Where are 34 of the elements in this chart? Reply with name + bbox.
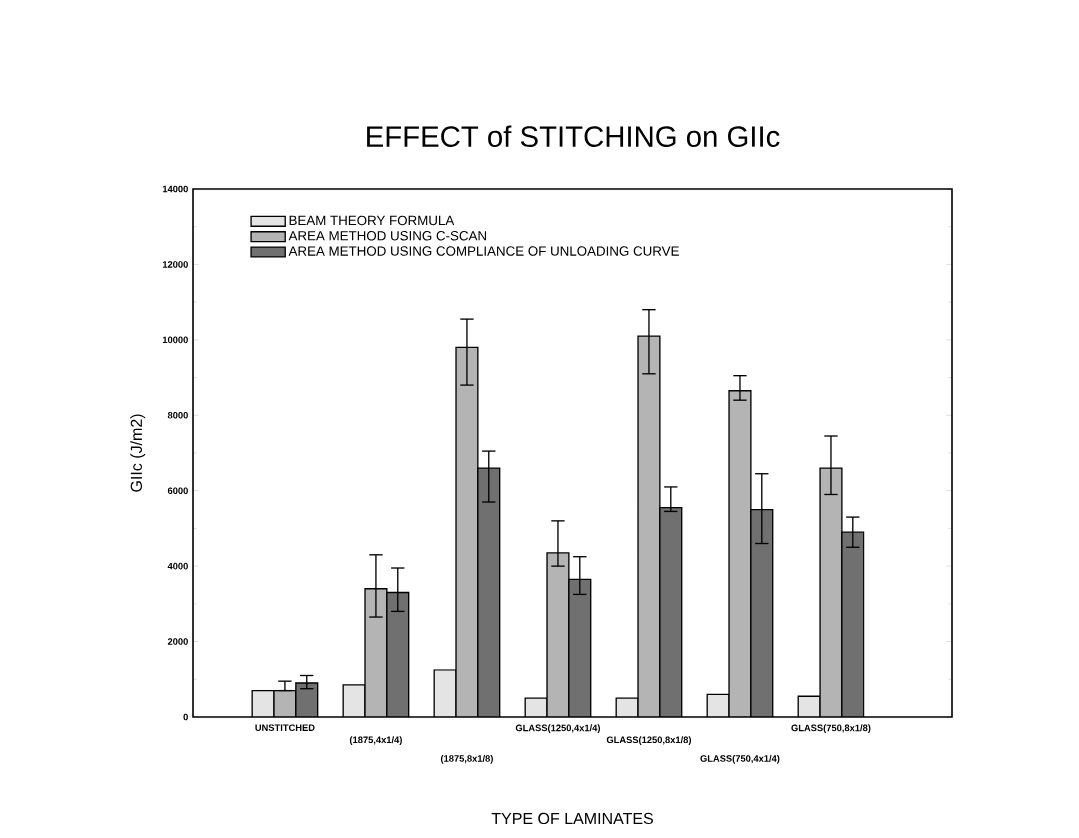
legend-label: AREA METHOD USING COMPLIANCE OF UNLOADING CURVE [288, 246, 679, 256]
x-tick-label: GLASS(750,8x1/8) [791, 724, 871, 734]
bar [364, 588, 388, 717]
bar [659, 507, 683, 717]
y-tick-label: 8000 [167, 411, 188, 419]
x-axis-title: TYPE OF LAMINATES [491, 812, 653, 825]
bar [819, 467, 843, 717]
y-tick-label: 4000 [167, 562, 188, 570]
x-tick-label: GLASS(750,4x1/4) [700, 754, 780, 764]
x-tick-label: UNSTITCHED [255, 724, 315, 731]
bar [295, 682, 319, 717]
x-tick-label: GLASS(1250,8x1/8) [606, 736, 692, 745]
bar [546, 552, 570, 717]
x-tick-label: (1875,4x1/4) [349, 736, 402, 745]
y-tick-label: 0 [183, 713, 188, 721]
y-tick-label: 14000 [162, 185, 188, 193]
bar [477, 467, 501, 717]
bar [637, 335, 661, 717]
bar [455, 346, 479, 717]
y-axis-title: GIIc (J/m2) [130, 414, 146, 492]
bar [841, 531, 865, 717]
chart-title: EFFECT of STITCHING on GIIc [367, 125, 780, 147]
bar [728, 390, 752, 717]
legend-label: BEAM THEORY FORMULA [289, 215, 455, 226]
y-tick-label: 2000 [167, 638, 188, 645]
y-tick-label: 6000 [167, 487, 188, 494]
x-tick-label: GLASS(1250,4x1/4) [515, 724, 600, 734]
bar [750, 508, 774, 717]
x-tick-label: (1875,8x1/8) [440, 754, 493, 764]
y-tick-label: 10000 [162, 336, 188, 344]
legend-label: AREA METHOD USING C-SCAN [288, 231, 486, 241]
y-tick-label: 12000 [162, 261, 188, 268]
bar [386, 591, 410, 717]
bar [568, 578, 592, 717]
